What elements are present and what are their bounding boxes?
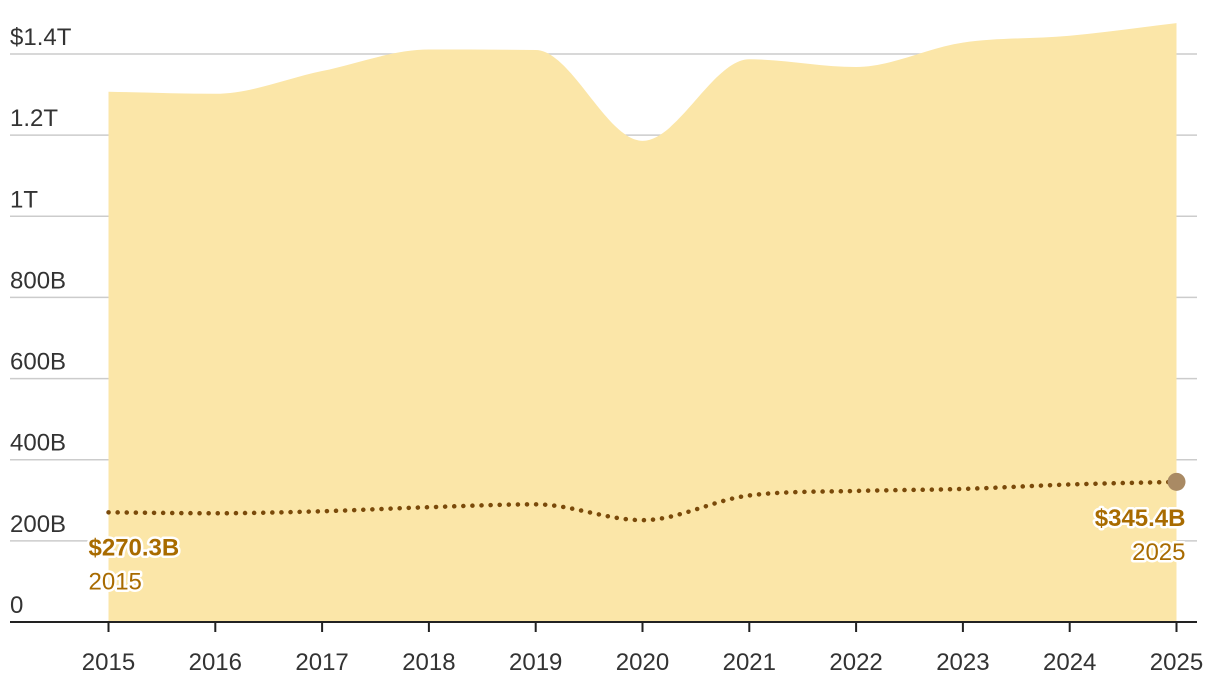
start-value-label: $270.3B [89,534,180,561]
x-tick-label: 2015 [82,649,135,676]
y-tick-label: 1T [10,186,38,213]
x-axis-tick-labels: 2015 2016 2017 2018 2019 2020 2021 2022 2023 2024… [82,649,1203,676]
annotations: $270.3B 2015 $345.4B 2025 [86,472,1188,598]
y-tick-label: 800B [10,267,66,294]
end-year-label: 2025 [1132,539,1185,566]
y-tick-label: 600B [10,349,66,376]
start-year-label: 2015 [89,568,142,595]
x-tick-label: 2023 [936,649,989,676]
x-axis [10,621,1197,632]
y-axis-tick-labels: 0 200B 400B 600B 800B 1T 1.2T $1.4T [10,24,72,619]
area-series-layer [108,23,1177,623]
x-tick-label: 2024 [1043,649,1096,676]
y-tick-label: 1.2T [10,105,58,132]
x-tick-label: 2020 [616,649,669,676]
x-tick-label: 2021 [723,649,776,676]
y-tick-label: 0 [10,592,23,619]
y-tick-label: 400B [10,430,66,457]
y-tick-label: 200B [10,511,66,538]
end-point-marker [1167,472,1186,491]
x-tick-label: 2019 [509,649,562,676]
x-tick-label: 2017 [295,649,348,676]
line-series-layer [106,479,1179,523]
y-tick-label: $1.4T [10,24,72,51]
area-series-1 [108,23,1177,623]
x-tick-label: 2022 [829,649,882,676]
x-tick-label: 2016 [189,649,242,676]
end-value-label: $345.4B [1095,505,1186,532]
x-tick-label: 2025 [1150,649,1203,676]
dotted-line-series-2 [106,479,1179,523]
x-tick-label: 2018 [402,649,455,676]
